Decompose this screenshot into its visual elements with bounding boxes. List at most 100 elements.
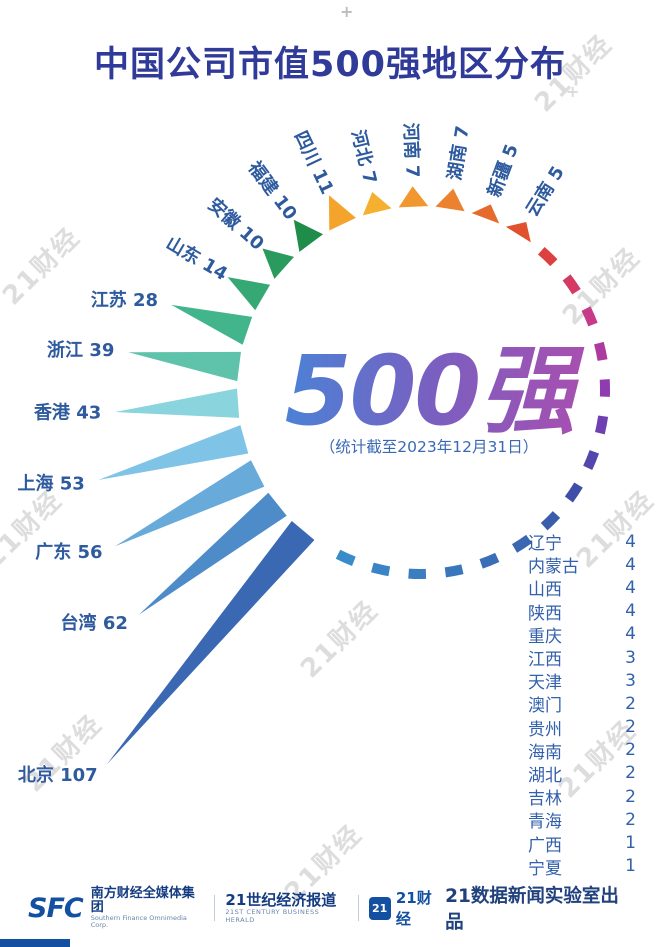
- region-name: 重庆: [528, 626, 562, 647]
- chart-bar-香港: [115, 388, 240, 418]
- footer: SFC 南方财经全媒体集团 Southern Finance Omnimedia…: [0, 884, 660, 933]
- bar-label-浙江: 浙江 39: [47, 339, 114, 361]
- list-item: 重庆 4: [528, 623, 636, 647]
- cj-name: 21财经: [395, 889, 432, 928]
- region-name: 海南: [528, 742, 562, 763]
- list-item: 贵州 2: [528, 716, 636, 740]
- bar-label-河北: 河北 7: [347, 128, 380, 186]
- center-title: 500强: [285, 335, 585, 447]
- region-value: 2: [625, 763, 636, 784]
- bar-label-上海: 上海 53: [17, 472, 84, 494]
- org-name-en: Southern Finance Omnimedia Corp.: [90, 914, 187, 930]
- list-item: 天津 3: [528, 669, 636, 694]
- bar-label-广东: 广东 56: [35, 541, 102, 563]
- region-name: 湖北: [528, 765, 562, 786]
- chart-bar-云南: [505, 221, 531, 243]
- list-item: 海南 2: [528, 739, 636, 763]
- bar-label-云南: 云南 5: [521, 162, 569, 220]
- chart-bar-新疆: [471, 204, 500, 224]
- produced-by: 21数据新闻实验室出品: [445, 886, 619, 933]
- list-item: 山西 4: [528, 576, 636, 601]
- chart-bar-江苏: [171, 304, 253, 345]
- ring-dash-海南: [511, 534, 532, 553]
- region-value: 4: [625, 554, 636, 575]
- region-name: 青海: [528, 812, 562, 833]
- region-value: 4: [625, 601, 636, 622]
- plus-decoration: +: [566, 82, 580, 101]
- bar-label-新疆: 新疆 5: [483, 141, 523, 200]
- region-name: 贵州: [528, 719, 562, 740]
- region-name: 山西: [528, 580, 562, 601]
- region-name: 辽宁: [528, 534, 562, 555]
- region-value: 3: [625, 670, 636, 691]
- ring-dash-湖北: [479, 552, 500, 569]
- ring-dash-广西: [371, 562, 391, 577]
- chart-bar-上海: [98, 425, 249, 481]
- ring-dash-吉林: [444, 564, 464, 578]
- chart-bar-北京: [106, 521, 315, 765]
- bar-label-北京: 北京 107: [18, 764, 98, 786]
- list-item: 陕西 4: [528, 600, 636, 624]
- chart-bar-河北: [362, 191, 392, 216]
- chart-bar-浙江: [128, 351, 241, 382]
- region-name: 内蒙古: [528, 557, 579, 578]
- region-value: 1: [625, 833, 636, 854]
- region-name: 江西: [528, 650, 562, 671]
- list-item: 吉林 2: [528, 785, 636, 810]
- footer-divider: [214, 895, 216, 921]
- bar-label-江苏: 江苏 28: [91, 289, 158, 311]
- ring-dash-贵州: [540, 511, 561, 531]
- chart-bar-广东: [115, 460, 265, 547]
- chart-bar-四川: [328, 195, 356, 231]
- region-name: 天津: [528, 673, 562, 694]
- region-value: 2: [625, 740, 636, 761]
- bottom-edge-strip: [0, 939, 70, 947]
- region-value: 4: [625, 531, 636, 552]
- list-item: 宁夏 1: [528, 855, 636, 879]
- plus-decoration: +: [340, 2, 354, 21]
- list-item: 青海 2: [528, 808, 636, 833]
- region-value: 2: [625, 809, 636, 830]
- chart-bar-湖南: [435, 188, 465, 212]
- bar-label-安徽: 安徽 10: [204, 193, 269, 254]
- page-title: 中国公司市值500强地区分布: [93, 45, 567, 85]
- herald-block: 21世纪经济报道 21ST CENTURY BUSINESS HERALD: [225, 890, 347, 924]
- region-name: 陕西: [528, 603, 562, 624]
- region-value: 3: [625, 647, 636, 668]
- ring-dash-辽宁: [537, 246, 558, 267]
- bar-label-湖南: 湖南 7: [443, 124, 473, 182]
- chart-bar-安徽: [262, 248, 295, 279]
- region-value: 2: [625, 717, 636, 738]
- chart-bar-福建: [293, 219, 324, 252]
- region-name: 吉林: [528, 789, 562, 810]
- ring-dash-山西: [581, 306, 598, 327]
- region-name: 广西: [528, 835, 562, 856]
- list-item: 广西 1: [528, 831, 636, 856]
- bar-label-四川: 四川 11: [290, 128, 338, 198]
- chart-bar-河南: [398, 186, 429, 208]
- region-name: 澳门: [528, 696, 562, 717]
- chart-bar-台湾: [138, 492, 287, 615]
- region-value: 4: [625, 624, 636, 645]
- bar-label-台湾: 台湾 62: [61, 612, 128, 634]
- bar-label-福建: 福建 10: [243, 156, 302, 224]
- ring-dash-江西: [594, 415, 609, 435]
- center-subtitle: （统计截至2023年12月31日）: [320, 438, 538, 456]
- bar-label-山东: 山东 14: [162, 232, 231, 285]
- region-value: 4: [625, 577, 636, 598]
- herald-name-en: 21ST CENTURY BUSINESS HERALD: [225, 908, 320, 924]
- cj-block: 21 21财经: [368, 887, 446, 929]
- cj-logo-icon: 21: [368, 896, 391, 920]
- list-item: 江西 3: [528, 646, 636, 671]
- ring-dash-澳门: [564, 482, 583, 503]
- herald-name-cn: 21世纪经济报道: [225, 890, 337, 909]
- list-item: 湖北 2: [528, 762, 636, 786]
- region-value: 2: [625, 693, 636, 714]
- list-item: 内蒙古 4: [528, 553, 636, 578]
- ring-dash-陕西: [594, 341, 608, 361]
- org-name-cn: 南方财经全媒体集团: [90, 885, 195, 915]
- ring-dash-天津: [583, 450, 600, 470]
- list-item: 澳门 2: [528, 692, 636, 717]
- chart-bar-山东: [227, 277, 271, 311]
